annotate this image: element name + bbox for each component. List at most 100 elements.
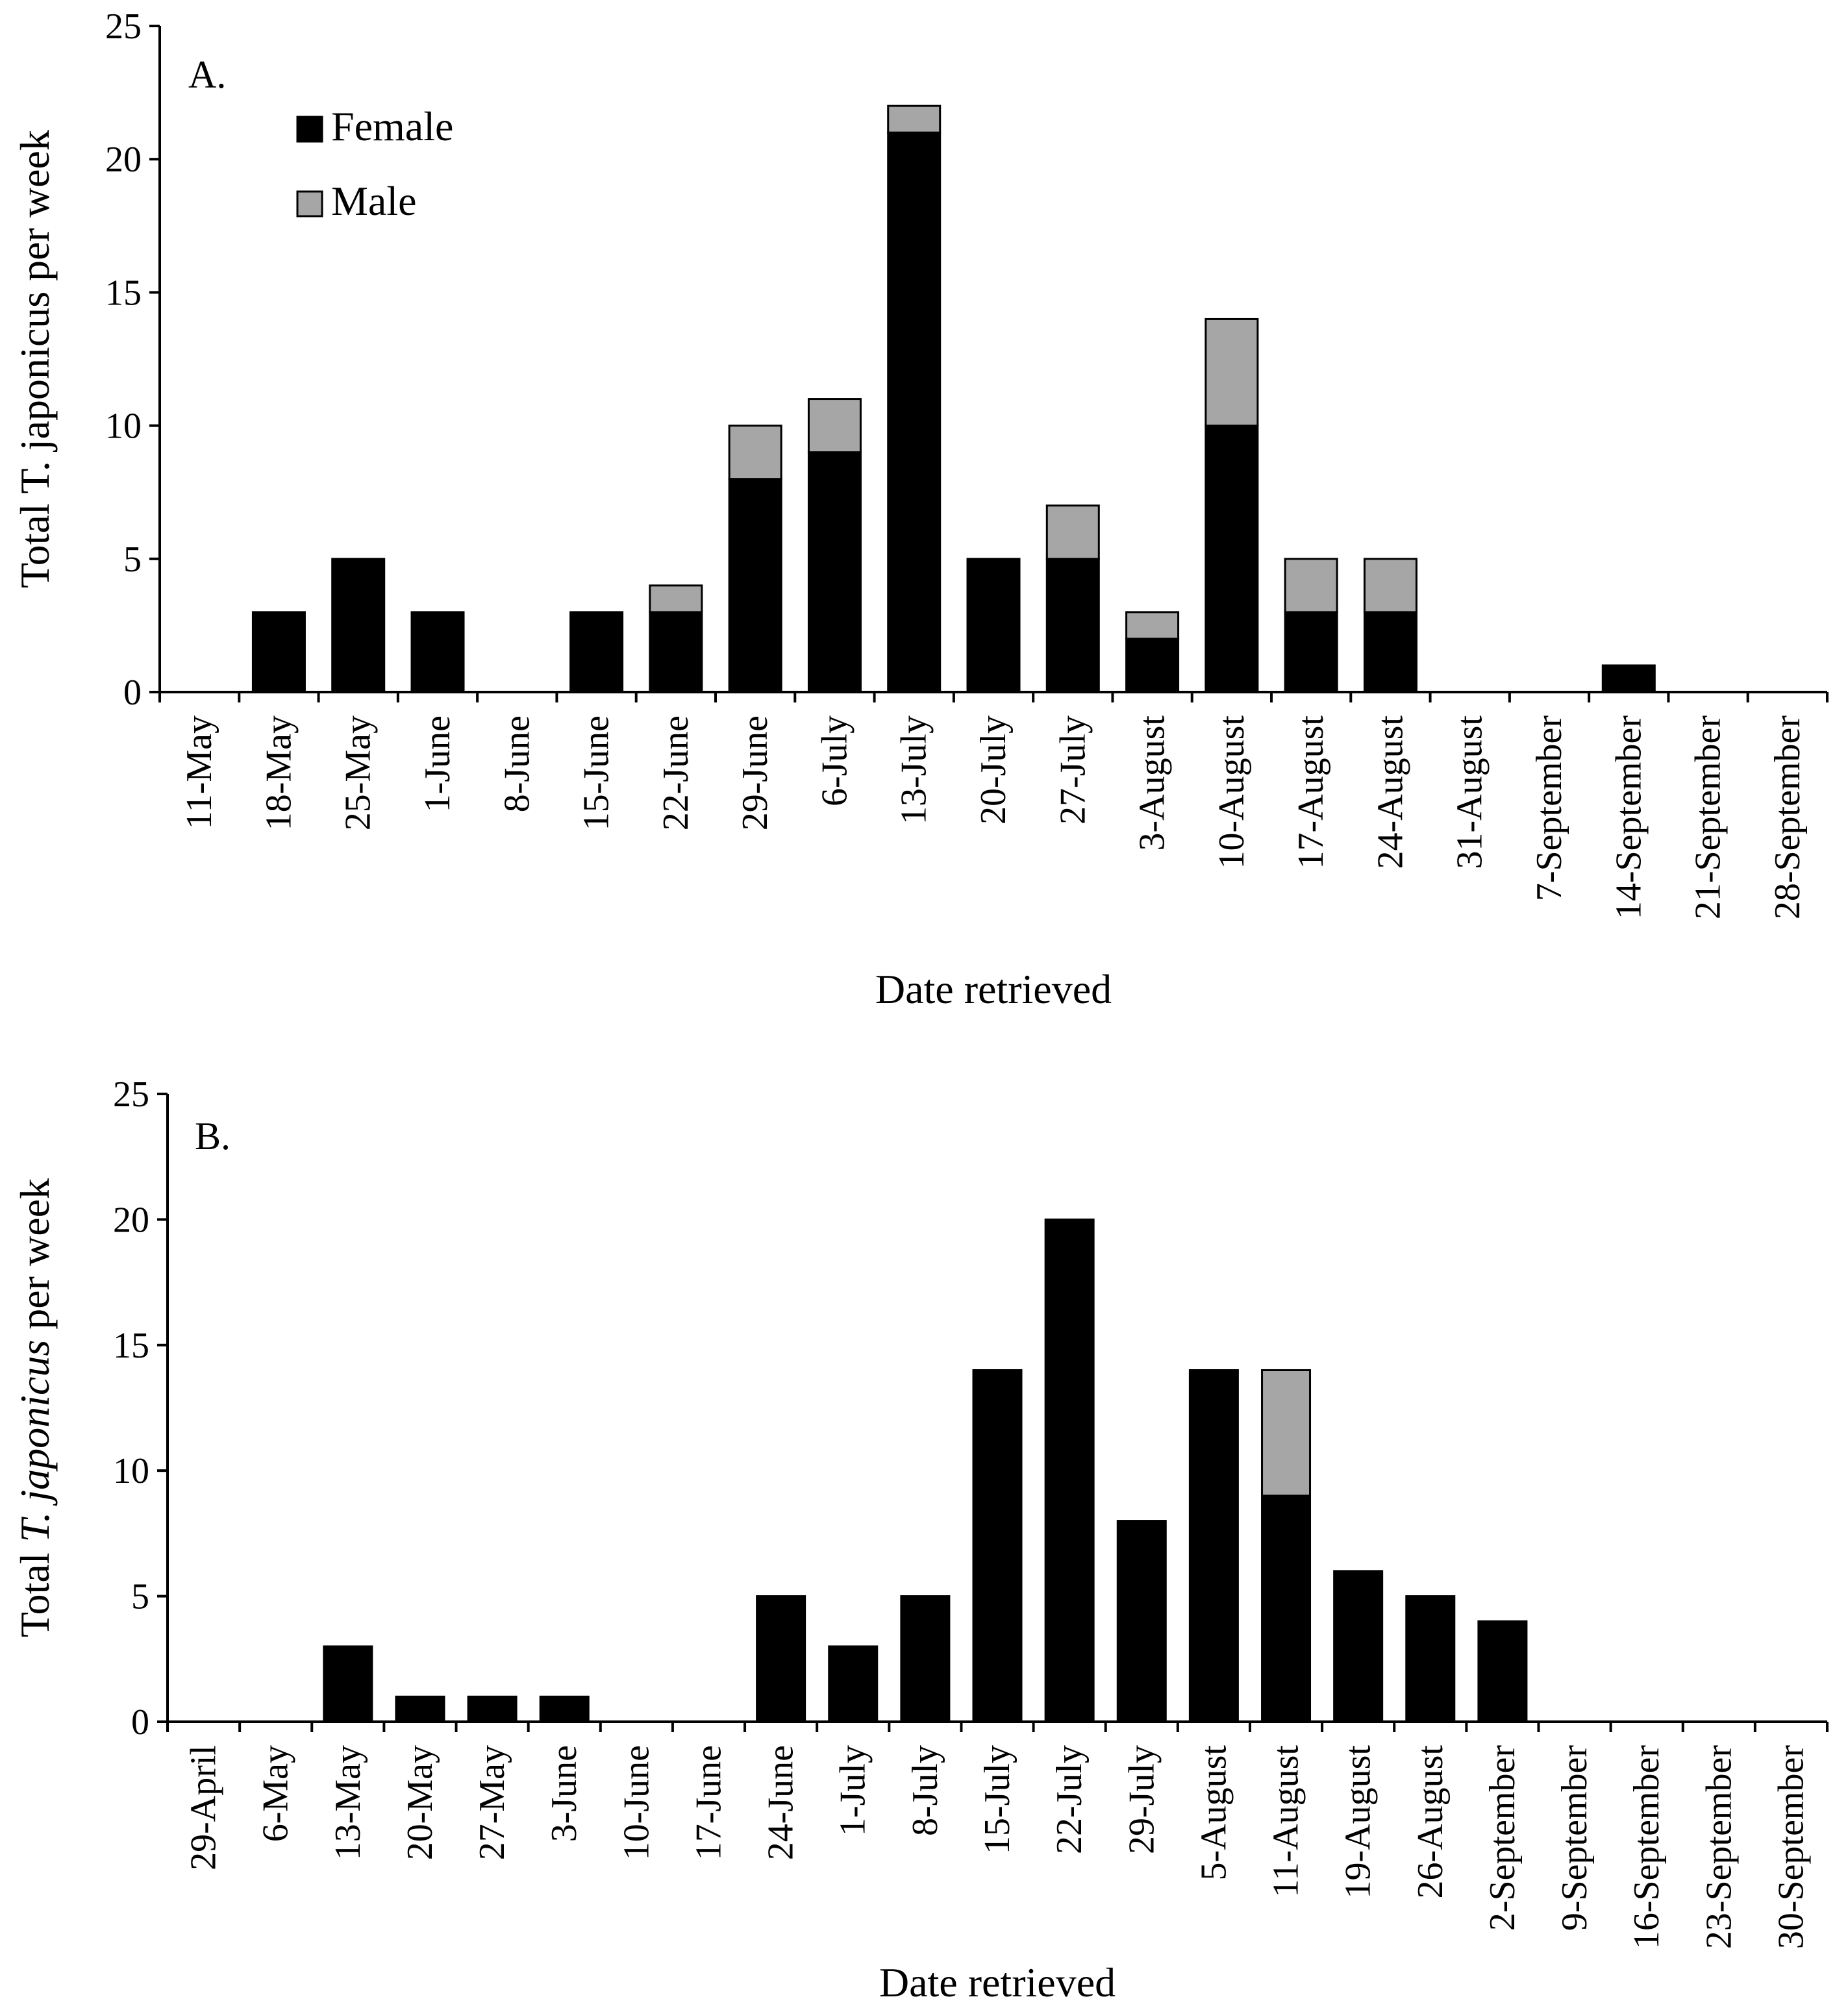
y-axis-title: Total T. japonicus per week [12,1178,58,1637]
x-tick-label: 27-May [472,1745,512,1860]
bar-female [1363,611,1417,693]
y-axis-title: Total T. japonicus per week [12,130,58,588]
x-tick-label: 13-May [328,1745,368,1860]
y-tick-label: 5 [123,540,142,580]
x-tick-label: 25-May [338,715,379,830]
bar-female [1205,425,1259,693]
x-tick-label: 2-September [1482,1745,1523,1931]
x-tick-label: 15-July [977,1745,1018,1854]
bar-female [900,1595,951,1723]
y-axis-title-part: Total [12,1542,58,1637]
x-tick-label: 21-September [1688,715,1729,919]
bar-female [1188,1369,1239,1723]
bar-female [467,1695,518,1723]
x-tick-label: 15-June [577,715,617,830]
bar-female [1044,1218,1095,1723]
bar-male [887,105,942,134]
y-axis-title-part: per week [12,1178,58,1340]
legend: Female Male [296,103,453,224]
x-tick-label: 11-August [1266,1745,1306,1898]
bar-female [251,611,306,693]
panel-label: A. [188,53,226,96]
bar-female [1284,611,1338,693]
bar-female [1125,638,1180,693]
x-tick-label: 26-August [1410,1745,1451,1899]
bar-male [1125,611,1180,640]
legend-swatch-male [296,190,323,217]
y-tick-label: 10 [113,1451,149,1491]
bar-female [828,1645,879,1723]
x-tick-label: 8-June [497,715,537,812]
y-tick-label: 15 [113,1326,149,1366]
x-tick-label: 20-May [400,1745,440,1860]
y-tick-label: 15 [105,273,142,313]
bar-female [728,478,782,693]
y-axis-title-part: T. japonicus [12,1340,58,1543]
bar-male [1205,317,1259,427]
x-tick-label: 22-June [656,715,696,830]
x-tick-label: 24-June [761,1745,801,1860]
bar-male [807,398,862,454]
panel-label: B. [195,1115,231,1158]
x-tick-label: 10-June [616,1745,656,1860]
x-tick-label: 1-June [418,715,458,812]
legend-label-female: Female [331,103,453,149]
bar-female [1601,664,1656,693]
x-tick-label: 27-July [1053,715,1093,825]
x-tick-label: 1-July [833,1745,873,1836]
bar-female [966,558,1021,693]
x-axis-title: Date retrieved [879,1959,1116,2005]
x-tick-label: 3-June [544,1745,584,1842]
y-tick-label: 20 [105,140,142,180]
x-tick-label: 7-September [1529,715,1569,901]
bar-female [1477,1620,1528,1723]
bar-female [1405,1595,1456,1723]
x-tick-label: 5-August [1193,1745,1234,1881]
bar-female [331,558,386,693]
bar-male [1045,504,1100,560]
bar-female [1045,558,1100,693]
y-tick-label: 0 [131,1702,149,1743]
x-tick-label: 18-May [258,715,299,830]
x-tick-label: 3-August [1132,715,1173,851]
bar-female [887,131,942,693]
bar-male [1363,558,1417,614]
x-tick-label: 24-August [1370,715,1410,869]
y-tick-label: 0 [123,673,142,713]
bar-female [756,1595,806,1723]
legend-label-male: Male [331,178,417,224]
bar-male [1284,558,1338,614]
y-axis-title-part: Total T. japonicus per week [12,130,58,588]
y-tick-label: 25 [105,6,142,47]
bar-female [323,1645,373,1723]
x-tick-label: 6-July [814,715,855,806]
bar-male [728,425,782,480]
bar-female [807,451,862,693]
x-tick-label: 16-September [1627,1745,1667,1949]
x-tick-label: 29-April [184,1745,224,1870]
bar-female [1333,1570,1384,1723]
x-tick-label: 31-August [1450,715,1490,869]
bar-male [1261,1369,1312,1497]
bar-female [649,611,703,693]
bar-female [972,1369,1023,1723]
x-tick-label: 11-May [179,715,219,829]
y-tick-label: 20 [113,1200,149,1240]
bar-female [1116,1520,1167,1723]
bar-female [539,1695,590,1723]
bar-female [395,1695,445,1723]
x-tick-label: 17-June [688,1745,729,1860]
y-tick-label: 5 [131,1577,149,1617]
x-axis-title: Date retrieved [875,966,1112,1012]
x-tick-label: 13-July [894,715,934,825]
x-tick-label: 14-September [1608,715,1649,919]
bar-male [649,584,703,614]
y-tick-label: 10 [105,406,142,447]
x-tick-label: 8-July [905,1745,945,1836]
x-tick-label: 22-July [1049,1745,1090,1854]
x-tick-label: 6-May [256,1745,296,1842]
x-tick-label: 17-August [1291,715,1331,869]
x-tick-label: 30-September [1771,1745,1811,1949]
x-tick-label: 20-July [973,715,1014,825]
